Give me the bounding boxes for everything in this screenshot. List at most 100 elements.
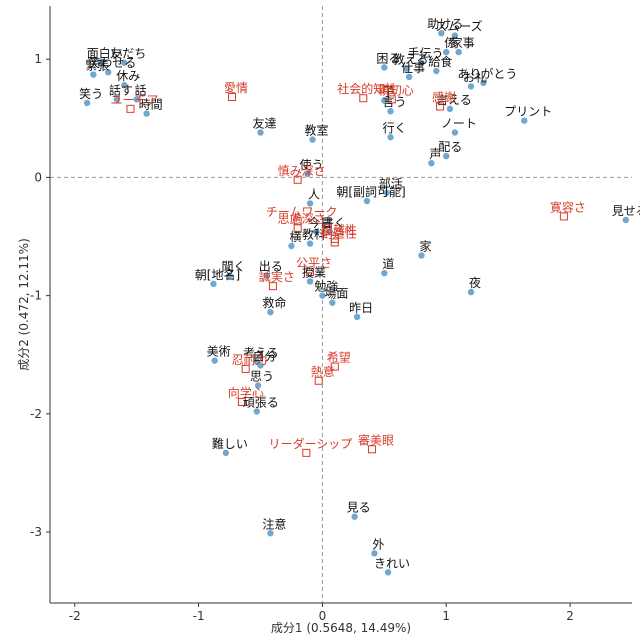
word-point [381, 64, 388, 71]
word-point [306, 200, 314, 207]
word-label: 道 [382, 257, 394, 271]
word-label: 子 [382, 85, 394, 99]
variable-marker [293, 175, 302, 184]
word-label: 友だち [110, 47, 146, 61]
word-point [306, 278, 314, 285]
variable-marker [306, 267, 315, 276]
word-point [467, 83, 475, 90]
word-label: ノート [441, 116, 477, 130]
word-label: 聞く [222, 260, 246, 274]
x-tick-label: 1 [442, 609, 450, 623]
variable-marker [359, 94, 368, 103]
word-label: 出る [259, 260, 283, 274]
word-point [418, 59, 425, 66]
word-label: 言う [383, 95, 407, 109]
word-label: 教室 [305, 123, 329, 138]
variable-label: 思慮深さ [278, 212, 326, 226]
word-point [387, 108, 394, 115]
word-label: 仕事 [401, 61, 425, 75]
word-label: 時間 [139, 98, 163, 112]
ticks: -2 -1 0 1 2 -3 -2 -1 0 1 [30, 52, 574, 623]
variable-label: 希望 [327, 350, 351, 365]
x-tick-label: 0 [319, 609, 327, 623]
word-label: 友達 [253, 116, 277, 130]
word-point [353, 313, 361, 321]
word-point [267, 308, 274, 316]
variable-marker [241, 364, 250, 373]
word-point [403, 65, 410, 72]
word-point [384, 569, 392, 576]
word-label: 考える [243, 346, 279, 360]
word-point [257, 129, 264, 136]
variable-marker [330, 362, 339, 371]
x-tick-label: 2 [566, 609, 574, 623]
word-label: 注意 [262, 516, 286, 531]
word-point [121, 82, 128, 89]
word-point [438, 29, 445, 37]
word-label: 美術 [207, 345, 231, 359]
word-point [387, 134, 394, 141]
y-tick-label: -2 [30, 407, 42, 421]
word-point [405, 73, 413, 81]
word-point [113, 96, 121, 103]
word-label: 使う [300, 157, 324, 172]
variable-marker [228, 93, 237, 102]
word-point [363, 197, 371, 205]
x-tick-label: -2 [69, 609, 81, 623]
word-label: スムーズ [435, 19, 482, 34]
variable-label: 感謝 [432, 89, 456, 104]
word-point [446, 105, 454, 113]
word-point [90, 71, 97, 78]
word-label: 給食 [428, 54, 452, 69]
word-point [443, 48, 450, 56]
variable-label: 親切心 [378, 83, 414, 97]
word-label: 人 [308, 187, 320, 201]
word-label: 面白い [87, 46, 123, 61]
word-point [371, 550, 378, 557]
word-point [121, 59, 128, 66]
variable-marker [314, 376, 323, 385]
word-label: 話す [109, 82, 133, 97]
word-label: 家 [419, 238, 431, 253]
word-label: 外 [372, 537, 384, 551]
word-label: 頑張る [243, 395, 279, 409]
word-point [418, 252, 425, 259]
word-label: 昨日 [349, 301, 373, 315]
variable-label: 審美眼 [358, 432, 394, 447]
word-label: 教える [393, 52, 429, 67]
word-point [329, 299, 336, 306]
variable-marker [387, 95, 396, 104]
variable-marker [367, 445, 376, 454]
word-label: 授業 [302, 264, 326, 279]
variable-marker [330, 238, 339, 247]
variable-marker [302, 448, 311, 457]
word-point [288, 242, 295, 250]
word-label: 場面 [324, 287, 348, 301]
variable-marker [268, 282, 277, 291]
variable-label: ユーモア [110, 93, 158, 107]
word-point [133, 96, 140, 103]
word-label: 困る [376, 51, 400, 65]
word-label: 笑わせる [88, 55, 136, 70]
variable-label: 熱意 [311, 364, 335, 379]
word-point [381, 97, 388, 104]
word-label: 家事 [451, 35, 475, 50]
variable-label: 超越性 [321, 222, 357, 237]
variable-marker [237, 398, 246, 407]
word-label: 朝[地名] [195, 267, 240, 282]
word-point [443, 152, 450, 160]
word-label: 今日 [308, 215, 332, 230]
word-point [222, 449, 230, 457]
y-tick-label: 0 [34, 170, 42, 184]
variable-label: 忍耐力 [232, 353, 268, 367]
word-point [451, 129, 459, 136]
word-point [105, 69, 112, 76]
variable-label: チームワーク [266, 205, 338, 219]
variable-label: 誠実さ [259, 269, 295, 284]
word-point [263, 272, 270, 279]
word-point [83, 99, 91, 107]
word-label: 救命 [262, 295, 286, 310]
word-label: 朝[副詞可能] [336, 185, 405, 199]
